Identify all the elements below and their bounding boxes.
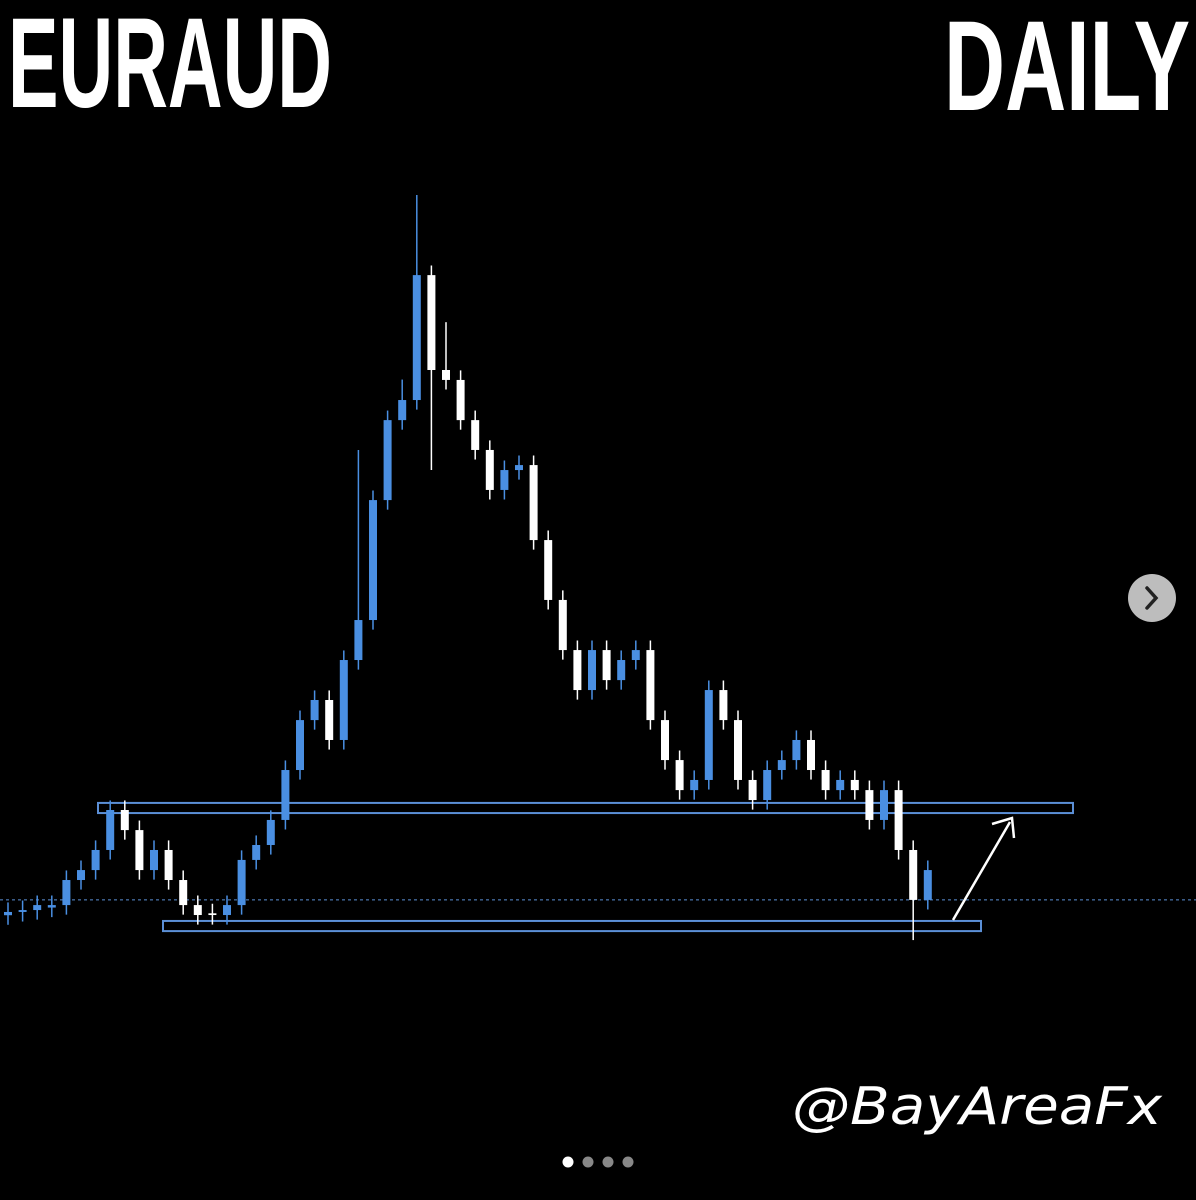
- candle-body: [237, 859, 246, 906]
- dot[interactable]: [622, 1156, 634, 1168]
- next-button-bg[interactable]: [1128, 574, 1176, 622]
- candle-body: [193, 905, 202, 916]
- candle-body: [573, 650, 582, 691]
- candle-body: [734, 720, 742, 780]
- candle-body: [617, 660, 626, 681]
- candle-body: [588, 650, 596, 691]
- candle-body: [18, 910, 27, 912]
- candle-body: [77, 870, 85, 881]
- zone: [97, 801, 1074, 815]
- candle-body: [646, 650, 655, 721]
- candle-body: [456, 379, 465, 421]
- candle-body: [690, 779, 699, 791]
- candle-body: [471, 420, 480, 450]
- candle-body: [675, 760, 684, 791]
- candle-body: [515, 465, 523, 471]
- candle-body: [135, 830, 144, 871]
- candle-body: [719, 690, 728, 721]
- candle-body: [850, 779, 859, 791]
- candle-body: [164, 849, 173, 881]
- candle-body: [821, 770, 830, 791]
- candle-body: [4, 911, 12, 916]
- candle-body: [777, 760, 786, 771]
- next-button[interactable]: [1128, 574, 1176, 622]
- candle-body: [339, 660, 348, 740]
- carousel-dots: [562, 1156, 634, 1168]
- chart-subtitle: DAILY: [944, 0, 1190, 138]
- candle-body: [62, 880, 71, 906]
- candle-body: [150, 849, 158, 871]
- candle-body: [369, 500, 377, 621]
- candle-body: [412, 275, 421, 401]
- candle-body: [47, 905, 56, 908]
- candle-body: [179, 880, 188, 906]
- candle-body: [558, 599, 567, 651]
- candle-body: [325, 700, 334, 740]
- plot-area: [0, 194, 1196, 941]
- candle-body: [865, 790, 874, 820]
- next-icon[interactable]: [1145, 586, 1159, 610]
- candle-body: [792, 739, 801, 761]
- arrow: [951, 816, 1016, 921]
- candle-body: [836, 779, 845, 791]
- candle-body: [485, 449, 494, 490]
- candle-body: [894, 790, 903, 850]
- candle-body: [281, 770, 290, 820]
- chart-title: EURAUD: [8, 0, 332, 135]
- candle-body: [529, 465, 538, 541]
- candle-body: [748, 779, 757, 801]
- candle-body: [398, 400, 407, 421]
- candle-body: [354, 620, 363, 661]
- candle-body: [704, 690, 713, 780]
- candle-body: [383, 420, 392, 501]
- candle-body: [661, 720, 669, 761]
- watermark: @BayAreaFx: [792, 1077, 1163, 1137]
- candle-body: [208, 913, 217, 916]
- candle-body: [427, 275, 436, 370]
- candle-body: [120, 810, 129, 831]
- candle-body: [91, 849, 100, 871]
- candle-body: [223, 905, 231, 916]
- zone: [162, 919, 982, 933]
- candle-body: [266, 819, 275, 846]
- dot[interactable]: [582, 1156, 594, 1168]
- candle-body: [544, 540, 553, 600]
- candle-body: [500, 470, 509, 490]
- candle-body: [252, 845, 261, 860]
- dot-active[interactable]: [562, 1156, 574, 1168]
- candle-body: [763, 770, 772, 801]
- candle-body: [296, 720, 304, 771]
- candle-body: [807, 739, 815, 771]
- candle-body: [923, 870, 932, 900]
- candle-body: [310, 700, 319, 721]
- candle-body: [106, 810, 115, 850]
- candle-body: [909, 849, 918, 900]
- candle-body: [602, 650, 611, 681]
- dot[interactable]: [602, 1156, 614, 1168]
- candle-body: [880, 790, 888, 820]
- candle-body: [631, 650, 640, 661]
- candle-body: [442, 370, 450, 380]
- candle-body: [33, 905, 42, 911]
